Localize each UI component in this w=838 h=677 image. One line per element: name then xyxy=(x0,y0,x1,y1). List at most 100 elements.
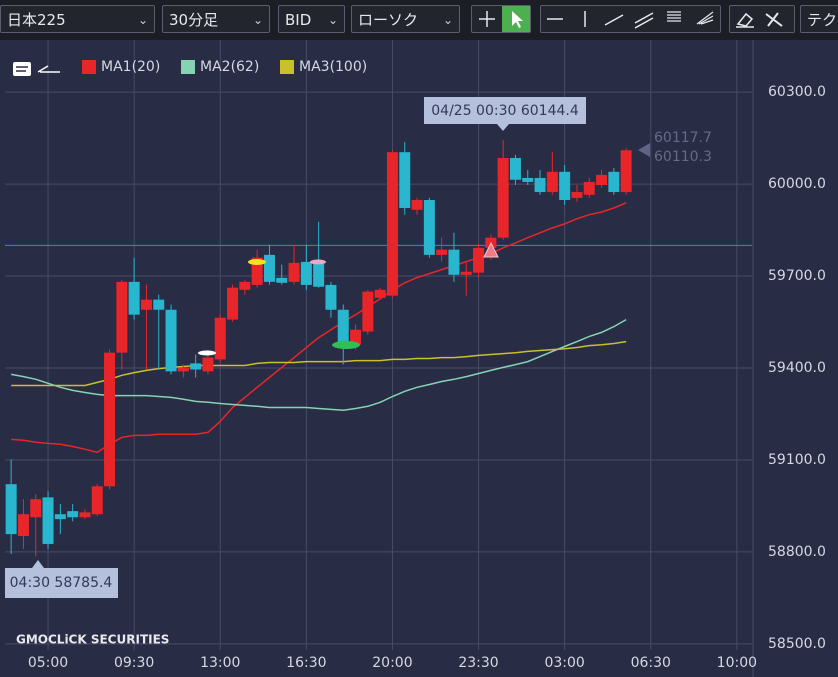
chevron: ⌄ xyxy=(442,13,453,27)
icon xyxy=(634,12,654,29)
symbol-select[interactable]: 日本225 ⌄ xyxy=(0,5,155,33)
marks xyxy=(5,139,752,557)
candle-body xyxy=(17,514,29,536)
candle-body xyxy=(448,249,460,275)
candle-body xyxy=(140,299,152,310)
legend-swatch xyxy=(82,60,96,74)
erase-tools xyxy=(729,5,795,33)
marker xyxy=(483,241,499,258)
icon xyxy=(765,12,783,27)
x-tick-label: 05:00 xyxy=(28,655,68,671)
candle-body xyxy=(325,284,337,310)
candle-body xyxy=(54,514,66,520)
legend-swatch xyxy=(280,60,294,74)
candle-body xyxy=(546,171,558,193)
candle-body xyxy=(300,261,312,285)
timeframe-select[interactable]: 30分足 ⌄ xyxy=(162,5,270,33)
low-label-box xyxy=(5,568,118,598)
legend-icon[interactable] xyxy=(13,62,31,76)
price-label: 60117.7 xyxy=(654,130,712,146)
marker xyxy=(198,350,216,356)
y-tick-label: 60000.0 xyxy=(768,176,826,192)
current-price-pointer xyxy=(638,143,650,157)
timeframe: 30分足 xyxy=(169,11,219,29)
candle-body xyxy=(374,289,386,298)
candle-body xyxy=(263,254,275,282)
drawing-tool-icons[interactable] xyxy=(541,6,722,32)
icon xyxy=(696,11,714,25)
watermark: GMOCLiCK SECURITIES xyxy=(16,633,169,647)
candle-body xyxy=(153,299,165,310)
price-type: BID xyxy=(285,11,312,29)
crosshair-button[interactable] xyxy=(473,6,501,32)
candle-body xyxy=(128,281,140,315)
candle-body xyxy=(350,329,362,345)
candle-body xyxy=(313,263,325,287)
low-label: 04:30 58785.4 xyxy=(5,560,118,598)
candle-body xyxy=(202,357,214,372)
x-tick-label: 10:00 xyxy=(717,655,757,671)
candle-body xyxy=(608,171,620,193)
icon xyxy=(736,12,754,28)
y-tick-label: 59700.0 xyxy=(768,268,826,284)
chevron: ⌄ xyxy=(137,13,148,27)
high-label: 04/25 00:30 60144.4 xyxy=(424,97,586,131)
candle-body xyxy=(165,309,177,372)
chart-style-select[interactable]: ローソク ⌄ xyxy=(351,5,460,33)
y-tick-label: 60300.0 xyxy=(768,84,826,100)
icon xyxy=(512,11,523,28)
drawing-tools xyxy=(540,5,721,33)
legend xyxy=(13,62,60,76)
legend-swatch xyxy=(181,60,195,74)
chart-background xyxy=(0,38,838,677)
legend-label: MA1(20) xyxy=(101,59,160,75)
candle-body xyxy=(620,150,632,193)
icon xyxy=(667,11,681,22)
candle-body xyxy=(116,281,128,353)
candle-body xyxy=(288,262,300,282)
candle-body xyxy=(79,512,91,518)
candle-body xyxy=(436,249,448,255)
toolbar: 日本225 ⌄ 30分足 ⌄ BID ⌄ ローソク ⌄ テク xyxy=(0,0,838,40)
candle-body xyxy=(559,171,571,201)
candle-body xyxy=(214,317,226,360)
marker xyxy=(248,259,266,265)
candle-body xyxy=(386,152,398,296)
pointer-button[interactable] xyxy=(502,6,530,32)
candle-body xyxy=(571,192,583,198)
x-tick-label: 13:00 xyxy=(200,655,240,671)
x-tick-label: 16:30 xyxy=(286,655,326,671)
chart-style: ローソク xyxy=(358,11,419,29)
high-label-text: 04/25 00:30 60144.4 xyxy=(431,103,579,119)
technical-menu[interactable]: テク xyxy=(800,5,838,33)
candle-body xyxy=(276,277,288,283)
marker xyxy=(310,259,326,265)
marker xyxy=(332,341,360,349)
y-tick-label: 58500.0 xyxy=(768,636,826,652)
candle-body xyxy=(91,486,103,515)
icon xyxy=(604,14,624,26)
technical: テク xyxy=(807,11,838,29)
low-label-pointer xyxy=(32,560,44,568)
price-label: 60110.3 xyxy=(654,149,712,165)
erase-tool-icons[interactable] xyxy=(730,6,796,32)
x-tick-label: 23:30 xyxy=(458,655,498,671)
candle-body xyxy=(473,247,485,273)
candle-body xyxy=(239,281,251,290)
legend-label: MA3(100) xyxy=(299,59,367,75)
candle-body xyxy=(337,309,349,345)
high-label-box xyxy=(424,97,586,124)
legend-collapse-icon[interactable] xyxy=(37,65,60,73)
x-tick-label: 06:30 xyxy=(631,655,671,671)
price-type-select[interactable]: BID ⌄ xyxy=(278,5,345,33)
candle-body xyxy=(522,177,534,182)
candle-body xyxy=(30,499,42,518)
candle-body xyxy=(596,174,608,185)
candle-body xyxy=(177,367,189,372)
candle-body xyxy=(497,158,509,238)
candle-body xyxy=(460,271,472,275)
trade-markers xyxy=(198,241,499,356)
candle-body xyxy=(251,257,263,285)
icon xyxy=(479,11,495,27)
candle-body xyxy=(190,363,202,370)
